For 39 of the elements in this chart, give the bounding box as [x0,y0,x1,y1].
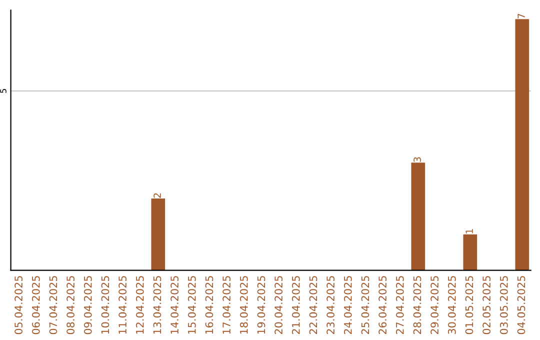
x-tick-label: 06.04.2025 [32,276,40,334]
x-tick-label: 14.04.2025 [170,276,178,334]
x-tick-label: 20.04.2025 [274,276,282,334]
x-tick-label: 09.04.2025 [84,276,92,334]
x-tick-label: 12.04.2025 [136,276,144,334]
x-tick-label: 05.04.2025 [14,276,22,334]
x-tick-label: 13.04.2025 [153,276,162,334]
x-tick-label: 04.05.2025 [517,276,526,334]
data-label: 2 [154,193,161,198]
x-tick-label: 02.05.2025 [482,276,491,334]
x-tick-label: 07.04.2025 [49,276,58,334]
x-tick-label: 26.04.2025 [378,276,387,334]
bar [463,234,478,270]
x-tick-label: 29.04.2025 [430,276,439,334]
x-tick-label: 03.05.2025 [500,276,508,334]
bar [515,19,530,270]
x-tick-label: 24.04.2025 [344,276,352,334]
x-tick-label: 18.04.2025 [240,276,248,334]
bar [151,198,166,270]
data-label: 7 [518,14,525,18]
bar [411,162,426,270]
x-tick-label: 19.04.2025 [257,276,266,334]
x-tick-label: 16.04.2025 [205,276,214,334]
x-tick-label: 30.04.2025 [448,276,456,334]
data-label: 3 [414,157,421,162]
x-tick-label: 08.04.2025 [66,276,74,334]
x-tick-label: 23.04.2025 [326,276,334,334]
x-tick-label: 17.04.2025 [222,276,230,334]
y-tick-label: 5 [0,89,6,93]
x-tick-label: 25.04.2025 [361,276,370,334]
x-tick-label: 10.04.2025 [101,276,110,334]
x-tick-label: 15.04.2025 [188,276,196,334]
x-tick-label: 27.04.2025 [396,276,404,334]
x-tick-label: 22.04.2025 [309,276,318,334]
x-tick-label: 11.04.2025 [118,276,126,334]
x-tick-label: 01.05.2025 [465,276,474,334]
data-label: 1 [466,229,473,234]
x-tick-label: 21.04.2025 [292,276,300,334]
x-tick-label: 28.04.2025 [413,276,422,334]
